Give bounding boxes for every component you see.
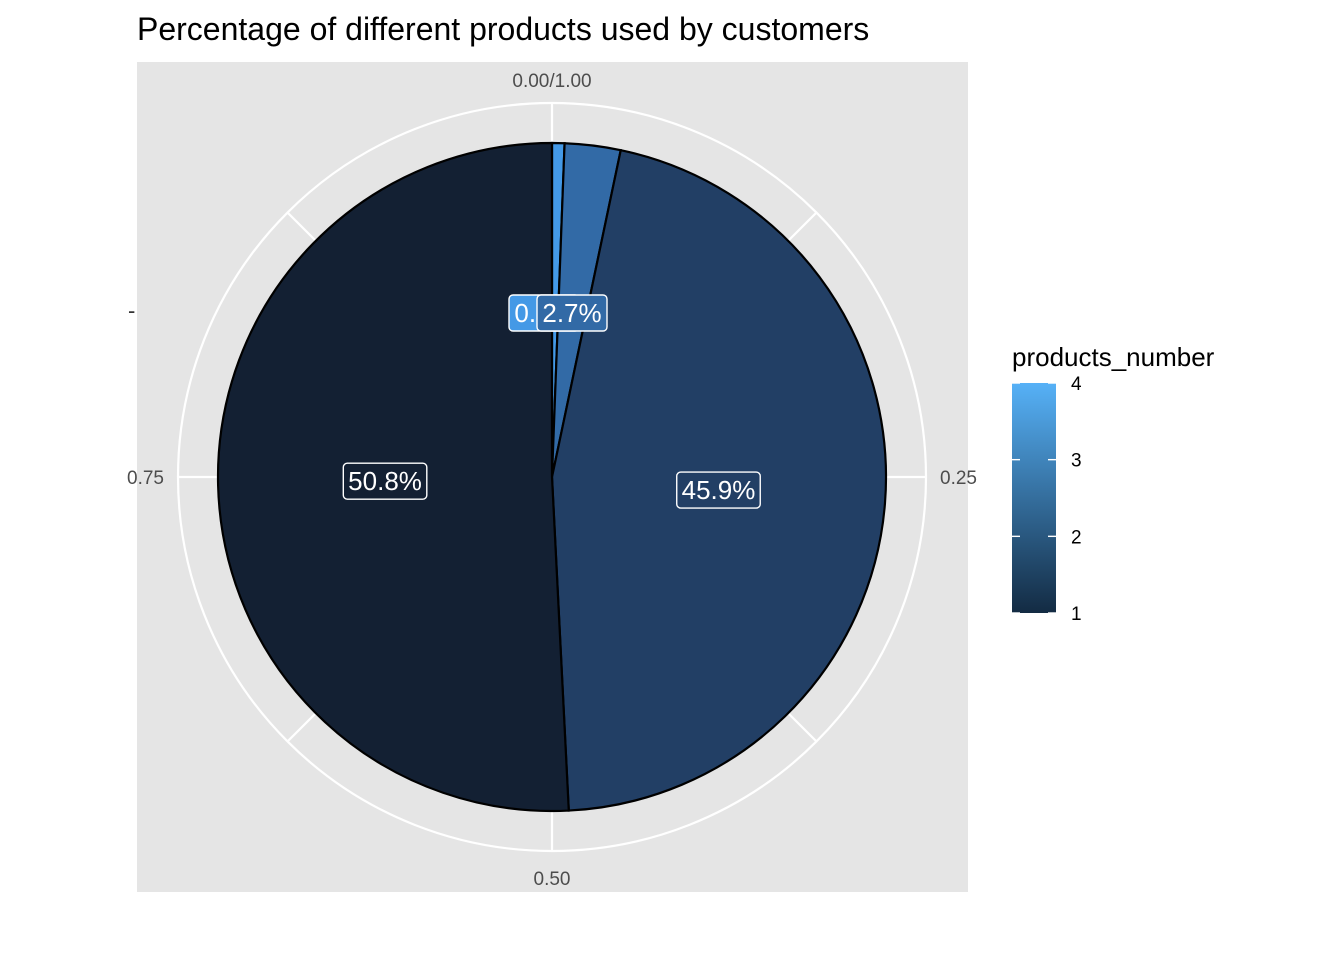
grid-spoke	[286, 712, 317, 743]
y-axis-label: -	[128, 298, 135, 323]
grid-spoke	[286, 211, 317, 242]
slice-label-box	[676, 471, 761, 509]
theta-tick-label: 0.25	[940, 468, 977, 489]
slice-label-box	[536, 294, 608, 332]
grid-spoke	[787, 211, 818, 242]
legend-title: products_number	[1012, 342, 1215, 372]
legend-tick-label: 1	[1071, 604, 1082, 625]
slice-label-text: 45.9%	[682, 475, 756, 505]
theta-tick-label: 0.50	[534, 869, 571, 890]
slice-label-1: 50.8%	[342, 462, 428, 500]
slice-label-text: 50.8%	[348, 466, 422, 496]
legend-colorbar	[1012, 383, 1056, 613]
slice-labels: 0.6%2.7%45.9%50.8%	[342, 294, 761, 509]
theta-tick-label: 0.00/1.00	[512, 71, 591, 92]
legend-tick-label: 3	[1071, 451, 1082, 472]
legend-tick-label: 2	[1071, 527, 1082, 548]
theta-tick-labels: 0.00/1.00 0.25 0.50 0.75	[127, 71, 977, 890]
grid-spokes	[178, 103, 926, 851]
slice-label-3: 2.7%	[536, 294, 608, 332]
slice-label-text: 2.7%	[542, 298, 601, 328]
theta-tick-label: 0.75	[127, 468, 164, 489]
pie-slices	[216, 141, 888, 813]
slice-label-box	[342, 462, 428, 500]
grid-spoke	[787, 712, 818, 743]
legend-ticks: 4 3 2 1	[1012, 374, 1082, 625]
legend: products_number 4 3 2 1	[1012, 342, 1215, 625]
slice-label-2: 45.9%	[676, 471, 761, 509]
chart-title: Percentage of different products used by…	[137, 11, 869, 47]
legend-tick-label: 4	[1071, 374, 1082, 395]
